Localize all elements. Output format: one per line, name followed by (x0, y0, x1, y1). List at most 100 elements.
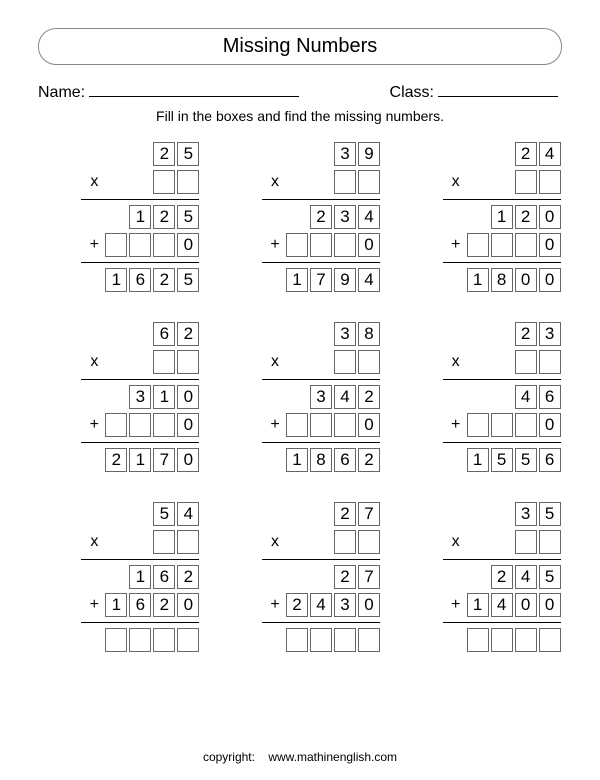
spacer (467, 565, 489, 589)
multiply-sign: x (447, 533, 465, 551)
class-field-line[interactable] (438, 79, 558, 97)
spacer (105, 530, 127, 554)
answer-box[interactable] (491, 413, 513, 437)
answer-box[interactable] (467, 413, 489, 437)
spacer (105, 502, 127, 526)
name-label: Name: (38, 84, 85, 102)
answer-box[interactable] (129, 628, 151, 652)
answer-box[interactable] (153, 170, 175, 194)
digit-box: 2 (358, 385, 380, 409)
answer-box[interactable] (467, 233, 489, 257)
spacer (129, 322, 151, 346)
answer-box[interactable] (515, 170, 537, 194)
answer-box[interactable] (286, 628, 308, 652)
digit-box: 0 (177, 448, 199, 472)
answer-box[interactable] (177, 628, 199, 652)
spacer (286, 565, 308, 589)
answer-box[interactable] (153, 413, 175, 437)
digit-box: 2 (153, 142, 175, 166)
digit-box: 2 (334, 502, 356, 526)
answer-box[interactable] (334, 170, 356, 194)
answer-box[interactable] (539, 170, 561, 194)
problem-row: +2430 (266, 592, 380, 618)
answer-box[interactable] (334, 530, 356, 554)
spacer (129, 530, 151, 554)
problem-row: 1862 (266, 447, 380, 473)
answer-box[interactable] (310, 628, 332, 652)
name-field-line[interactable] (89, 79, 299, 97)
problem-row: 23 (447, 321, 561, 347)
answer-box[interactable] (177, 530, 199, 554)
answer-box[interactable] (105, 413, 127, 437)
digit-box: 2 (286, 593, 308, 617)
answer-box[interactable] (105, 628, 127, 652)
problem: 23x46+01556 (401, 320, 561, 474)
answer-box[interactable] (310, 233, 332, 257)
spacer (491, 502, 513, 526)
answer-box[interactable] (515, 413, 537, 437)
problem-row: 310 (85, 384, 199, 410)
answer-box[interactable] (539, 350, 561, 374)
page-title: Missing Numbers (38, 28, 562, 65)
plus-sign: + (447, 416, 465, 434)
answer-box[interactable] (153, 350, 175, 374)
answer-box[interactable] (286, 413, 308, 437)
answer-box[interactable] (515, 233, 537, 257)
answer-box[interactable] (539, 628, 561, 652)
problem-row: 1794 (266, 267, 380, 293)
digit-box: 6 (539, 385, 561, 409)
multiply-sign: x (447, 353, 465, 371)
spacer (310, 565, 332, 589)
answer-box[interactable] (105, 233, 127, 257)
problem-row: 25 (85, 141, 199, 167)
horizontal-rule (81, 442, 199, 443)
digit-box: 2 (515, 142, 537, 166)
answer-box[interactable] (334, 628, 356, 652)
answer-box[interactable] (515, 628, 537, 652)
answer-box[interactable] (177, 170, 199, 194)
digit-box: 1 (467, 268, 489, 292)
spacer (467, 170, 489, 194)
answer-box[interactable] (467, 628, 489, 652)
digit-box: 3 (539, 322, 561, 346)
answer-box[interactable] (334, 350, 356, 374)
digit-box: 6 (129, 268, 151, 292)
spacer (286, 502, 308, 526)
digit-box: 5 (539, 502, 561, 526)
answer-box[interactable] (491, 233, 513, 257)
horizontal-rule (443, 559, 561, 560)
answer-box[interactable] (358, 530, 380, 554)
digit-box: 2 (310, 205, 332, 229)
answer-box[interactable] (515, 530, 537, 554)
digit-box: 3 (334, 322, 356, 346)
digit-box: 5 (177, 205, 199, 229)
answer-box[interactable] (491, 628, 513, 652)
horizontal-rule (443, 199, 561, 200)
problem-row: 245 (447, 564, 561, 590)
answer-box[interactable] (129, 233, 151, 257)
answer-box[interactable] (358, 170, 380, 194)
answer-box[interactable] (539, 530, 561, 554)
answer-box[interactable] (153, 628, 175, 652)
problem-row: 125 (85, 204, 199, 230)
answer-box[interactable] (129, 413, 151, 437)
answer-box[interactable] (334, 233, 356, 257)
horizontal-rule (443, 442, 561, 443)
spacer (467, 142, 489, 166)
answer-box[interactable] (177, 350, 199, 374)
answer-box[interactable] (358, 350, 380, 374)
spacer (467, 502, 489, 526)
answer-box[interactable] (515, 350, 537, 374)
digit-box: 0 (539, 233, 561, 257)
answer-box[interactable] (310, 413, 332, 437)
answer-box[interactable] (286, 233, 308, 257)
answer-box[interactable] (334, 413, 356, 437)
problem: 25x125+01625 (39, 140, 199, 294)
answer-box[interactable] (153, 233, 175, 257)
answer-box[interactable] (153, 530, 175, 554)
digit-box: 1 (129, 448, 151, 472)
problem: 62x310+02170 (39, 320, 199, 474)
answer-box[interactable] (358, 628, 380, 652)
spacer (310, 350, 332, 374)
spacer (105, 205, 127, 229)
